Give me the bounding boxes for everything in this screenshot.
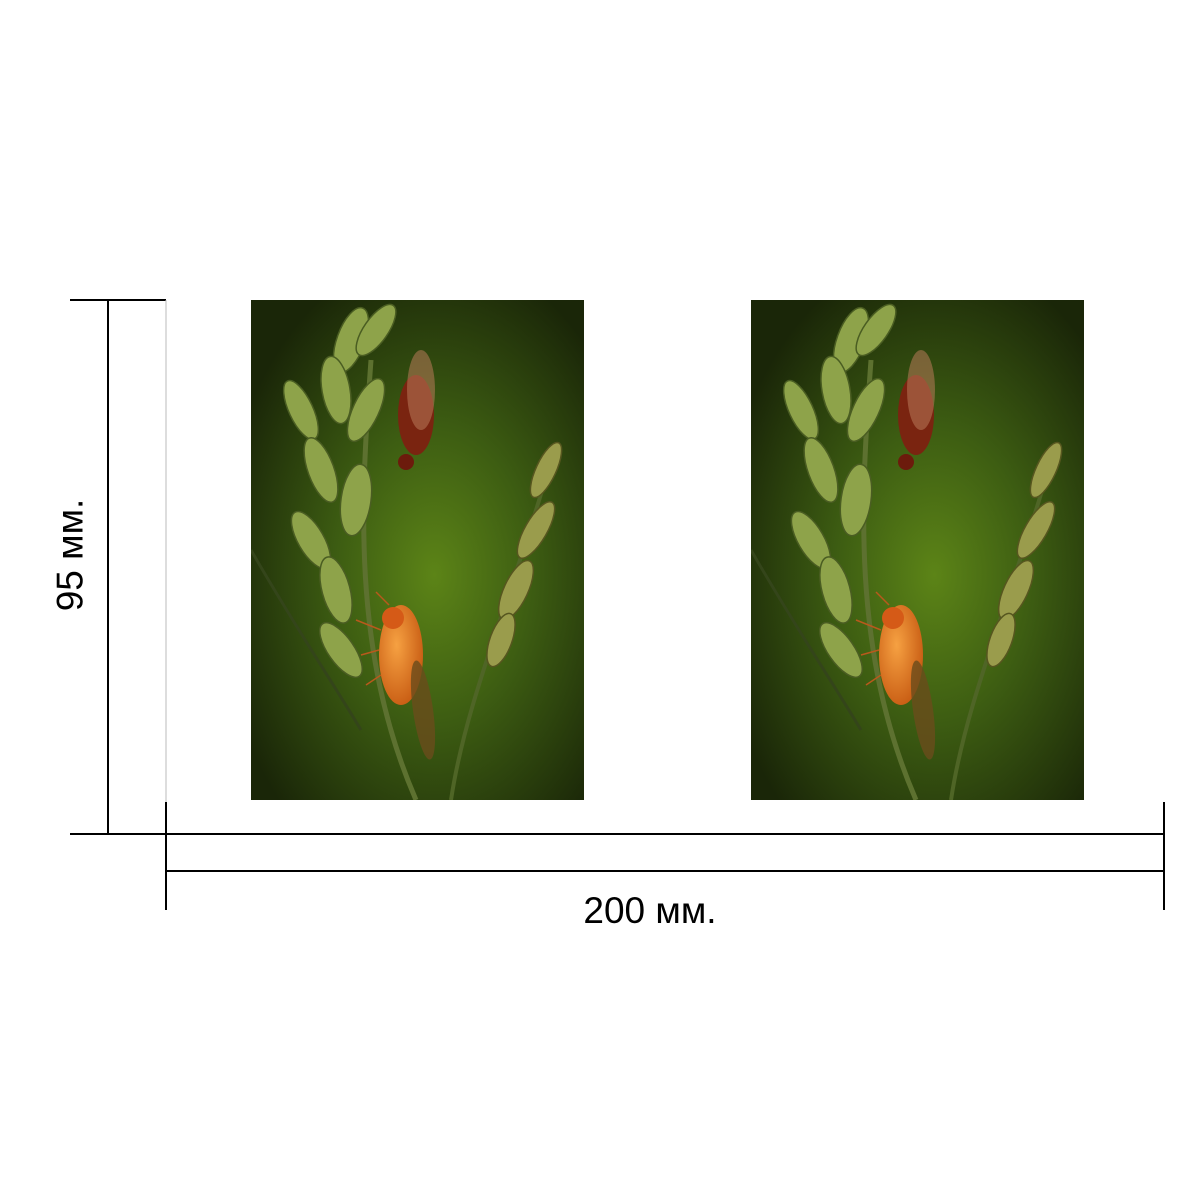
fly-on-grass-image	[251, 300, 584, 800]
photo-panel-right	[751, 300, 1084, 800]
width-dimension-label: 200 мм.	[583, 890, 717, 931]
photo-panel-left	[251, 300, 584, 800]
height-dimension-label: 95 мм.	[49, 498, 91, 612]
fly-on-grass-image	[751, 300, 1084, 800]
